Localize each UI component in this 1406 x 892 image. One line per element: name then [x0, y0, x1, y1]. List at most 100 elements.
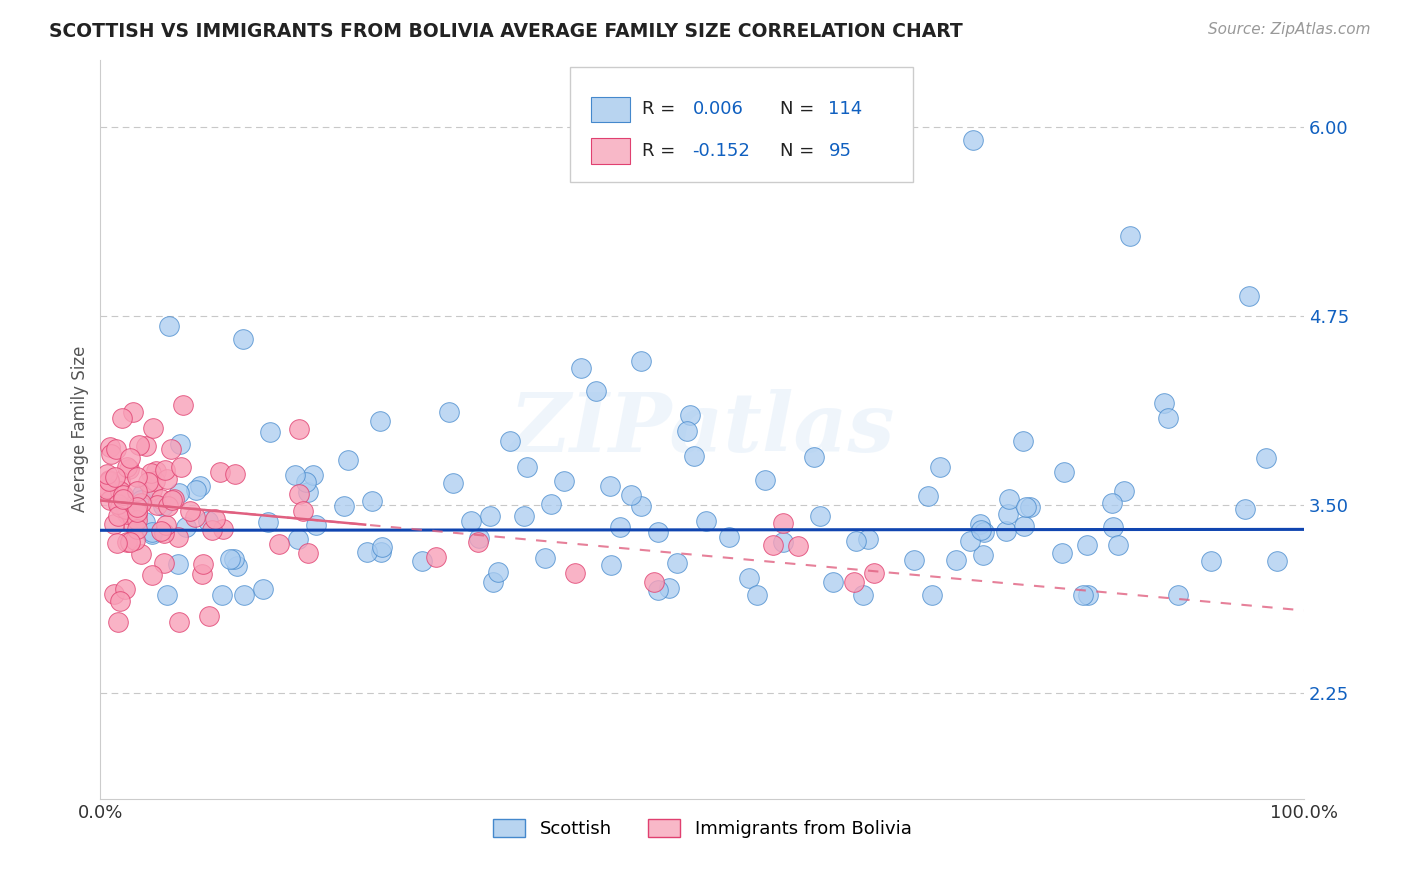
Point: [821, 575, 844, 590]
Point: [1254, 450, 1277, 465]
Point: [675, 424, 697, 438]
Point: [1112, 483, 1135, 498]
Point: [112, 501, 135, 516]
Point: [486, 565, 509, 579]
Point: [118, 461, 141, 475]
Point: [630, 499, 652, 513]
Point: [156, 588, 179, 602]
Point: [994, 524, 1017, 538]
Point: [162, 493, 184, 508]
Point: [209, 465, 232, 479]
Text: R =: R =: [643, 100, 681, 118]
Point: [152, 500, 174, 514]
Point: [479, 509, 502, 524]
Point: [167, 557, 190, 571]
Point: [167, 486, 190, 500]
Point: [585, 384, 607, 398]
FancyBboxPatch shape: [592, 138, 630, 164]
Point: [513, 509, 536, 524]
Point: [287, 532, 309, 546]
Point: [103, 586, 125, 600]
Point: [224, 551, 246, 566]
Point: [232, 332, 254, 346]
Point: [103, 516, 125, 531]
Point: [1050, 546, 1073, 560]
Point: [917, 489, 939, 503]
Point: [157, 319, 180, 334]
Point: [630, 354, 652, 368]
Point: [108, 594, 131, 608]
Point: [124, 533, 146, 547]
Point: [98, 493, 121, 508]
Point: [284, 467, 307, 482]
Point: [856, 532, 879, 546]
Point: [129, 492, 152, 507]
Point: [212, 522, 235, 536]
Point: [219, 551, 242, 566]
Point: [1071, 588, 1094, 602]
Point: [845, 534, 868, 549]
Text: 114: 114: [828, 100, 863, 118]
Point: [211, 588, 233, 602]
Point: [332, 500, 354, 514]
Point: [921, 588, 943, 602]
Point: [156, 472, 179, 486]
Point: [1052, 466, 1074, 480]
Point: [553, 474, 575, 488]
Point: [188, 478, 211, 492]
Point: [157, 499, 180, 513]
Point: [141, 526, 163, 541]
Point: [1076, 538, 1098, 552]
Point: [288, 487, 311, 501]
Point: [115, 501, 138, 516]
Point: [108, 484, 131, 499]
Point: [198, 609, 221, 624]
Point: [482, 575, 505, 590]
Point: [141, 567, 163, 582]
Point: [1237, 289, 1260, 303]
Point: [184, 483, 207, 497]
Point: [170, 459, 193, 474]
Point: [105, 442, 128, 457]
Point: [1118, 229, 1140, 244]
Point: [356, 544, 378, 558]
Y-axis label: Average Family Size: Average Family Size: [72, 346, 89, 512]
Point: [98, 440, 121, 454]
Point: [118, 535, 141, 549]
Point: [305, 517, 328, 532]
Point: [564, 566, 586, 580]
Point: [1167, 588, 1189, 602]
Point: [129, 547, 152, 561]
Point: [682, 449, 704, 463]
Point: [153, 556, 176, 570]
Point: [717, 530, 740, 544]
Point: [104, 469, 127, 483]
Point: [302, 468, 325, 483]
Point: [201, 523, 224, 537]
Point: [136, 475, 159, 489]
Point: [772, 516, 794, 531]
Point: [121, 517, 143, 532]
Text: -0.152: -0.152: [692, 142, 751, 160]
Point: [197, 514, 219, 528]
Point: [112, 491, 135, 506]
Point: [107, 615, 129, 630]
Point: [973, 525, 995, 540]
Point: [112, 488, 135, 502]
Point: [928, 460, 950, 475]
Point: [441, 476, 464, 491]
Point: [159, 442, 181, 457]
Point: [1153, 396, 1175, 410]
Point: [658, 581, 681, 595]
Legend: Scottish, Immigrants from Bolivia: Scottish, Immigrants from Bolivia: [485, 812, 918, 846]
Point: [371, 540, 394, 554]
Point: [146, 498, 169, 512]
Point: [96, 467, 118, 482]
Text: 0.006: 0.006: [692, 100, 744, 118]
Point: [142, 421, 165, 435]
Point: [803, 450, 825, 464]
Point: [970, 524, 993, 538]
Point: [108, 475, 131, 489]
Point: [787, 540, 810, 554]
Point: [533, 551, 555, 566]
